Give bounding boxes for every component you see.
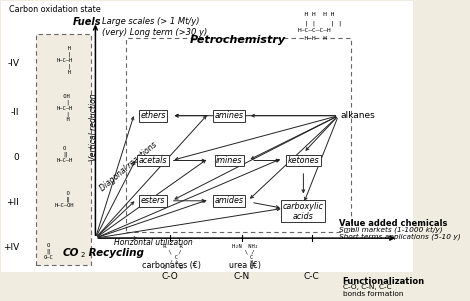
Text: urea (€): urea (€) bbox=[229, 261, 261, 269]
Text: H–C–C–C–H: H–C–C–C–H bbox=[297, 28, 331, 33]
Text: R    R
  \  /
   C
  / \
 O    O: R R \ / C / \ O O bbox=[160, 244, 183, 270]
Text: Recycling: Recycling bbox=[85, 248, 144, 258]
Text: +IV: +IV bbox=[3, 243, 19, 252]
Text: C-O: C-O bbox=[161, 272, 178, 281]
Text: CO: CO bbox=[63, 248, 79, 258]
Text: imines: imines bbox=[216, 156, 243, 165]
Text: alkanes: alkanes bbox=[340, 111, 375, 120]
Text: 0: 0 bbox=[14, 153, 19, 162]
Text: H H  H: H H H bbox=[297, 36, 327, 41]
Text: O
‖
H–C–H: O ‖ H–C–H bbox=[56, 146, 73, 163]
Text: Fuels: Fuels bbox=[73, 17, 101, 27]
FancyBboxPatch shape bbox=[0, 1, 413, 272]
Text: Vertical reduction: Vertical reduction bbox=[89, 94, 98, 161]
Text: O
  ‖
H–C–OH: O ‖ H–C–OH bbox=[55, 191, 74, 208]
Text: esters: esters bbox=[141, 196, 165, 205]
Text: Carbon oxidation state: Carbon oxidation state bbox=[9, 5, 101, 14]
Text: Diagonal reactions: Diagonal reactions bbox=[98, 140, 159, 193]
Text: Large scales (> 1 Mt/y)
(very) Long term (>30 y): Large scales (> 1 Mt/y) (very) Long term… bbox=[102, 17, 207, 36]
Text: -IV: -IV bbox=[7, 59, 19, 68]
Text: | |    | |: | | | | bbox=[297, 20, 342, 26]
Text: Horizontal utilization: Horizontal utilization bbox=[114, 238, 193, 247]
Text: H₂N  NH₂
   \ /
    C
    ‖
    O: H₂N NH₂ \ / C ‖ O bbox=[232, 244, 258, 270]
Text: amides: amides bbox=[215, 196, 244, 205]
Text: O
‖
O–C: O ‖ O–C bbox=[43, 243, 53, 260]
Text: OH
  |
H–C–H
  |
  H: OH | H–C–H | H bbox=[56, 94, 73, 123]
FancyBboxPatch shape bbox=[36, 33, 91, 265]
Text: H H  H H: H H H H bbox=[297, 12, 335, 17]
Text: acetals: acetals bbox=[139, 156, 167, 165]
Text: 2: 2 bbox=[80, 252, 85, 258]
Text: carboxylic
acids: carboxylic acids bbox=[283, 202, 324, 221]
Text: H
   |
H–C–H
   |
   H: H | H–C–H | H bbox=[56, 46, 73, 75]
Text: C-O, C-N, C-C
bonds formation: C-O, C-N, C-C bonds formation bbox=[343, 284, 403, 297]
Text: Petrochemistry: Petrochemistry bbox=[189, 35, 286, 45]
Text: carbonates (€): carbonates (€) bbox=[142, 261, 201, 269]
Text: Functionalization: Functionalization bbox=[343, 277, 424, 286]
Text: -II: -II bbox=[11, 108, 19, 117]
Text: ethers: ethers bbox=[141, 111, 166, 120]
Text: C-C: C-C bbox=[304, 272, 320, 281]
Text: Value added chemicals: Value added chemicals bbox=[339, 219, 447, 228]
Text: amines: amines bbox=[215, 111, 244, 120]
Text: +II: +II bbox=[7, 198, 19, 207]
Text: Small markets (1-1000 kt/y)
Short terms applications (5-10 y): Small markets (1-1000 kt/y) Short terms … bbox=[339, 226, 461, 240]
Text: ketones: ketones bbox=[288, 156, 319, 165]
Text: C-N: C-N bbox=[234, 272, 250, 281]
